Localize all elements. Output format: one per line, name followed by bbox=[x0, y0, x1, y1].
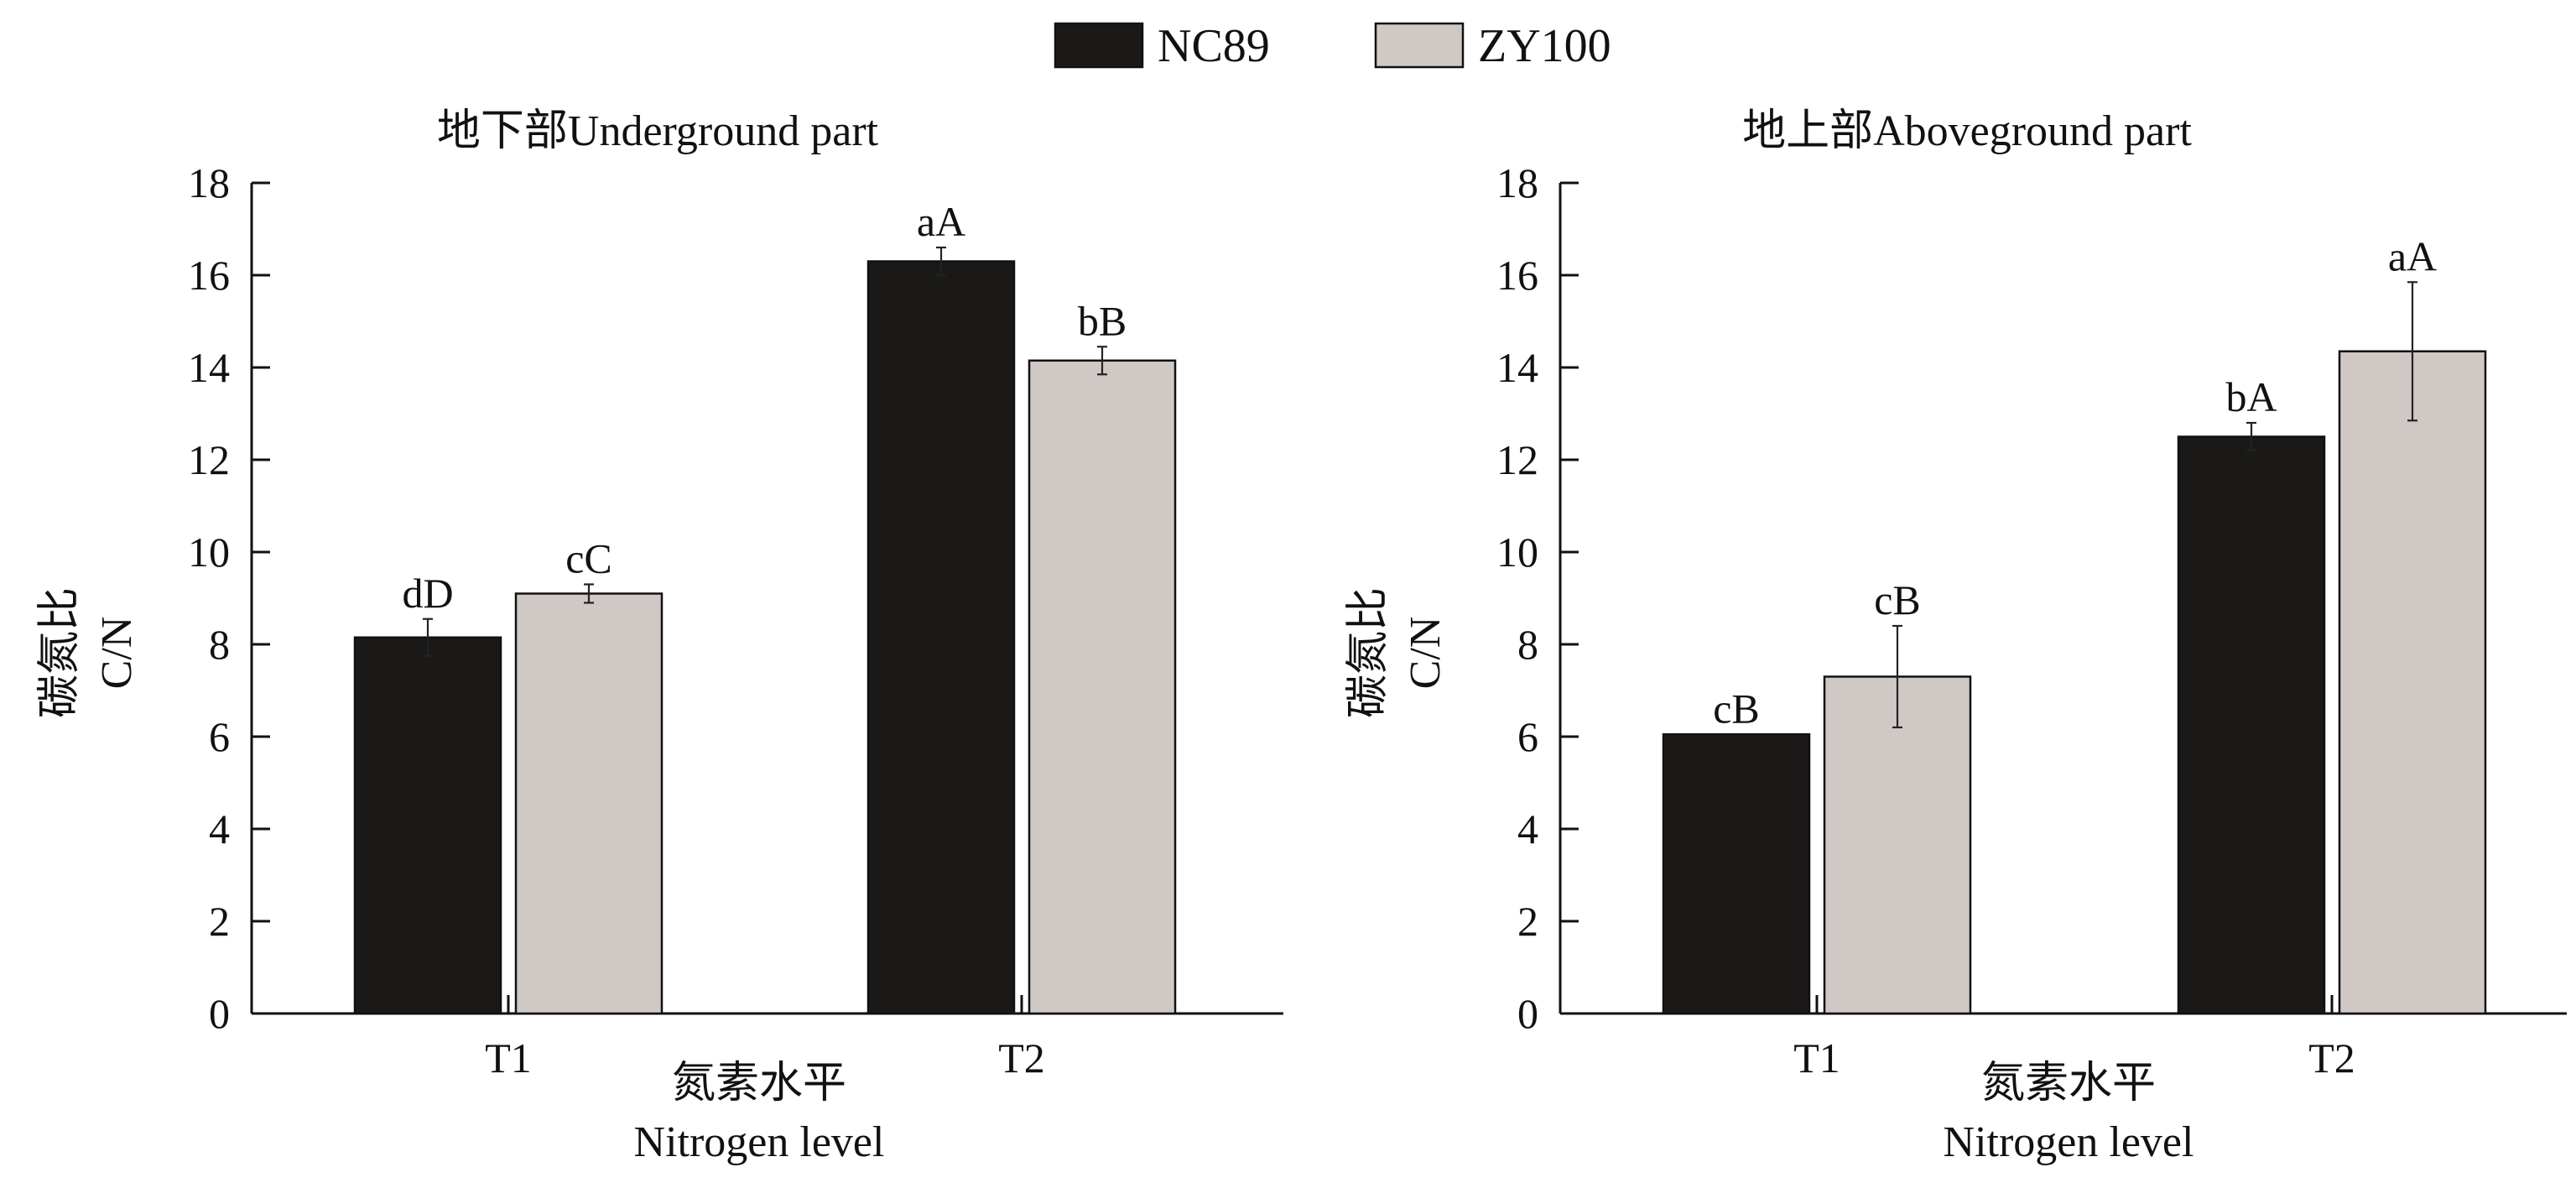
x-tick-label: T1 bbox=[485, 1034, 532, 1081]
y-tick-label: 16 bbox=[188, 252, 230, 299]
y-axis-title-cn: 碳氮比 bbox=[36, 587, 84, 718]
bar-nc89-t1 bbox=[1662, 733, 1811, 1015]
y-axis-title-en: C/N bbox=[93, 617, 141, 690]
x-axis-title-cn: 氮素水平 bbox=[672, 1060, 846, 1107]
chart-panel-underground: 地下部Underground part 碳氮比 C/N 氮素水平 Nitroge… bbox=[36, 107, 1283, 1166]
y-tick-label: 10 bbox=[1496, 529, 1538, 576]
significance-label: bA bbox=[2225, 373, 2277, 420]
bar-zy100-t1 bbox=[514, 592, 664, 1015]
y-tick-label: 4 bbox=[209, 805, 230, 852]
y-tick-label: 10 bbox=[188, 529, 230, 576]
plot-area: 0 2 4 6 8 10 12 14 16 18 T1 dD cC T2 aA bB bbox=[188, 159, 1283, 1081]
legend-swatch-zy100 bbox=[1374, 22, 1465, 69]
y-tick-label: 16 bbox=[1496, 252, 1538, 299]
bar-zy100-t1 bbox=[1823, 675, 1972, 1015]
legend-swatch-nc89 bbox=[1054, 22, 1144, 69]
y-tick-label: 6 bbox=[209, 713, 230, 760]
chart-panel-aboveground: 地上部Aboveground part 碳氮比 C/N 氮素水平 Nitroge… bbox=[1345, 107, 2567, 1166]
bar-zy100-t2 bbox=[1028, 359, 1177, 1015]
y-axis-title: 碳氮比 C/N bbox=[36, 587, 141, 718]
y-tick-label: 0 bbox=[209, 990, 230, 1037]
significance-label: aA bbox=[917, 198, 965, 245]
y-tick-label: 2 bbox=[1517, 898, 1538, 945]
legend-label-nc89: NC89 bbox=[1158, 20, 1270, 72]
y-axis-title-cn: 碳氮比 bbox=[1345, 587, 1392, 718]
y-axis-title-en: C/N bbox=[1402, 617, 1449, 690]
y-tick-label: 18 bbox=[1496, 159, 1538, 206]
significance-label: aA bbox=[2388, 232, 2437, 279]
chart-title: 地上部Aboveground part bbox=[1742, 107, 2192, 155]
y-tick-label: 14 bbox=[188, 344, 230, 391]
y-tick-label: 12 bbox=[1496, 436, 1538, 483]
y-tick-label: 14 bbox=[1496, 344, 1538, 391]
y-axis-title: 碳氮比 C/N bbox=[1345, 587, 1449, 718]
x-axis-title-en: Nitrogen level bbox=[634, 1118, 885, 1166]
bar-nc89-t2 bbox=[2177, 435, 2326, 1015]
x-tick-label: T2 bbox=[2308, 1034, 2355, 1081]
y-tick-label: 6 bbox=[1517, 713, 1538, 760]
x-axis-title-en: Nitrogen level bbox=[1944, 1118, 2194, 1166]
significance-label: bB bbox=[1078, 297, 1127, 344]
legend-label-zy100: ZY100 bbox=[1478, 20, 1611, 72]
y-tick-label: 4 bbox=[1517, 805, 1538, 852]
legend: NC89 ZY100 bbox=[1054, 20, 1611, 72]
bar-nc89-t2 bbox=[866, 260, 1016, 1015]
y-tick-label: 8 bbox=[209, 621, 230, 668]
significance-label: cB bbox=[1713, 685, 1760, 732]
bar-nc89-t1 bbox=[353, 636, 502, 1015]
bar-zy100-t2 bbox=[2338, 350, 2487, 1015]
x-axis-title-cn: 氮素水平 bbox=[1981, 1060, 2156, 1107]
y-tick-label: 2 bbox=[209, 898, 230, 945]
plot-area: 0 2 4 6 8 10 12 14 16 18 T1 cB cB T2 bA aA bbox=[1496, 159, 2567, 1081]
y-tick-label: 8 bbox=[1517, 621, 1538, 668]
chart-title: 地下部Underground part bbox=[437, 107, 879, 155]
significance-label: dD bbox=[402, 570, 453, 617]
x-tick-label: T2 bbox=[998, 1034, 1045, 1081]
significance-label: cB bbox=[1874, 576, 1921, 623]
y-tick-label: 18 bbox=[188, 159, 230, 206]
y-tick-label: 12 bbox=[188, 436, 230, 483]
x-tick-label: T1 bbox=[1793, 1034, 1840, 1081]
significance-label: cC bbox=[565, 535, 612, 582]
y-tick-label: 0 bbox=[1517, 990, 1538, 1037]
